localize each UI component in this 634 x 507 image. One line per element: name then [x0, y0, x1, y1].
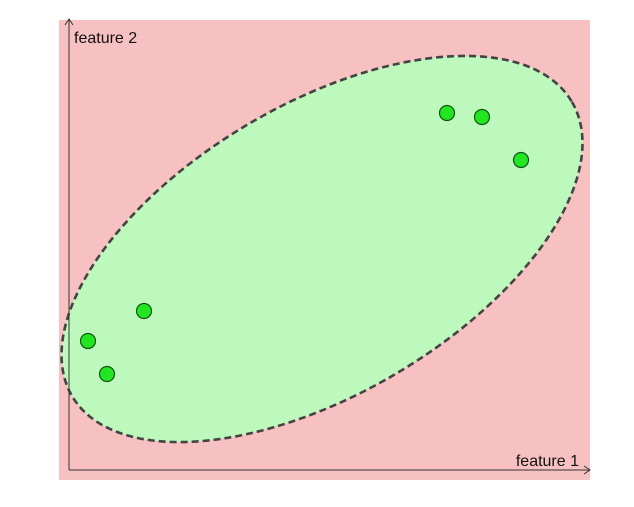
x-axis-label: feature 1	[516, 453, 579, 470]
data-point	[98, 365, 116, 383]
data-point	[438, 104, 456, 122]
data-point	[473, 108, 491, 126]
x-axis-arrow	[583, 465, 591, 475]
y-axis-arrow	[64, 18, 74, 26]
axes	[64, 18, 591, 475]
data-points	[79, 104, 530, 383]
data-point	[79, 332, 97, 350]
y-axis-label: feature 2	[74, 30, 137, 47]
data-point	[135, 302, 153, 320]
data-point	[512, 151, 530, 169]
